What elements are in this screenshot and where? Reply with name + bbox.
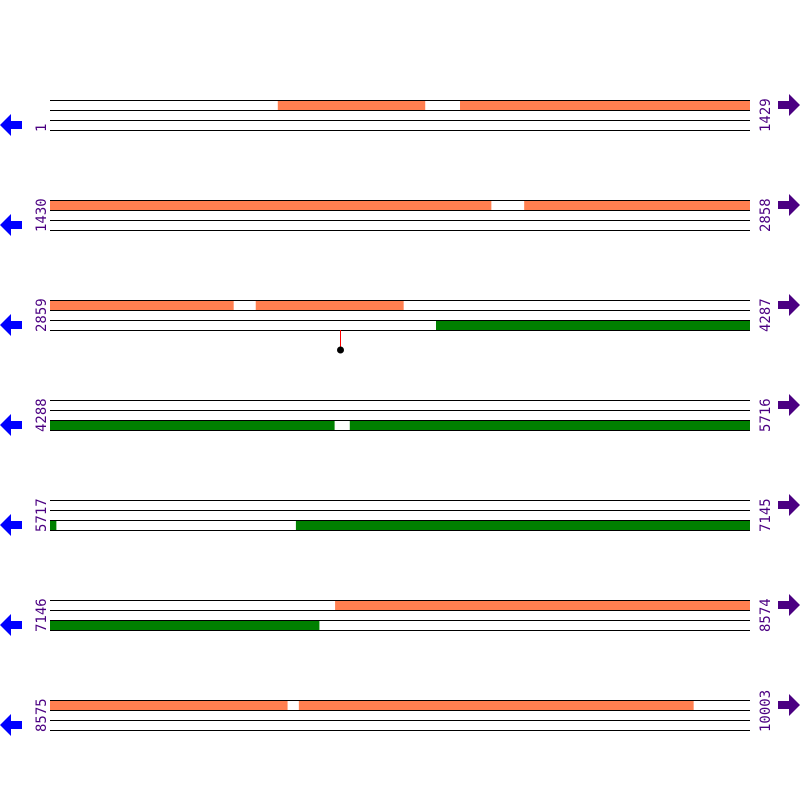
forward-feature[interactable] [255, 300, 404, 310]
arrow-left-icon [0, 514, 22, 536]
arrow-right-icon [778, 594, 800, 616]
forward-feature[interactable] [50, 300, 234, 310]
track-row: 5717 7145 [0, 494, 800, 536]
end-position-label: 4287 [758, 298, 774, 332]
forward-feature[interactable] [50, 700, 288, 710]
track-row: 8575 10003 [0, 690, 800, 736]
arrow-left-icon [0, 714, 22, 736]
arrow-right-icon [778, 194, 800, 216]
track-row: 1430 2858 [0, 194, 800, 236]
start-position-label: 4288 [34, 398, 50, 432]
start-position-label: 1 [34, 124, 50, 132]
end-position-label: 7145 [758, 498, 774, 532]
start-position-label: 7146 [34, 598, 50, 632]
forward-feature[interactable] [50, 200, 492, 210]
forward-feature[interactable] [524, 200, 750, 210]
reverse-feature[interactable] [436, 320, 750, 330]
end-position-label: 1429 [758, 98, 774, 132]
arrow-right-icon [778, 494, 800, 516]
arrow-right-icon [778, 694, 800, 716]
reverse-feature[interactable] [50, 420, 335, 430]
forward-feature[interactable] [298, 700, 694, 710]
reverse-feature[interactable] [349, 420, 750, 430]
reverse-feature[interactable] [295, 520, 750, 530]
track-row: 2859 4287 [0, 294, 800, 354]
start-position-label: 8575 [34, 698, 50, 732]
arrow-right-icon [778, 94, 800, 116]
start-position-label: 5717 [34, 498, 50, 532]
arrow-left-icon [0, 414, 22, 436]
reverse-feature[interactable] [50, 520, 57, 530]
track-row: 1 1429 [0, 94, 800, 136]
arrow-left-icon [0, 114, 22, 136]
arrow-left-icon [0, 614, 22, 636]
end-position-label: 5716 [758, 398, 774, 432]
forward-feature[interactable] [277, 100, 426, 110]
reverse-feature[interactable] [50, 620, 320, 630]
arrow-right-icon [778, 394, 800, 416]
start-position-label: 1430 [34, 198, 50, 232]
arrow-right-icon [778, 294, 800, 316]
end-position-label: 10003 [758, 690, 774, 732]
end-position-label: 2858 [758, 198, 774, 232]
start-position-label: 2859 [34, 298, 50, 332]
arrow-left-icon [0, 314, 22, 336]
forward-feature[interactable] [460, 100, 750, 110]
forward-feature[interactable] [335, 600, 750, 610]
end-position-label: 8574 [758, 598, 774, 632]
marker-dot[interactable] [337, 346, 344, 354]
arrow-left-icon [0, 214, 22, 236]
track-row: 7146 8574 [0, 594, 800, 636]
track-row: 4288 5716 [0, 394, 800, 436]
